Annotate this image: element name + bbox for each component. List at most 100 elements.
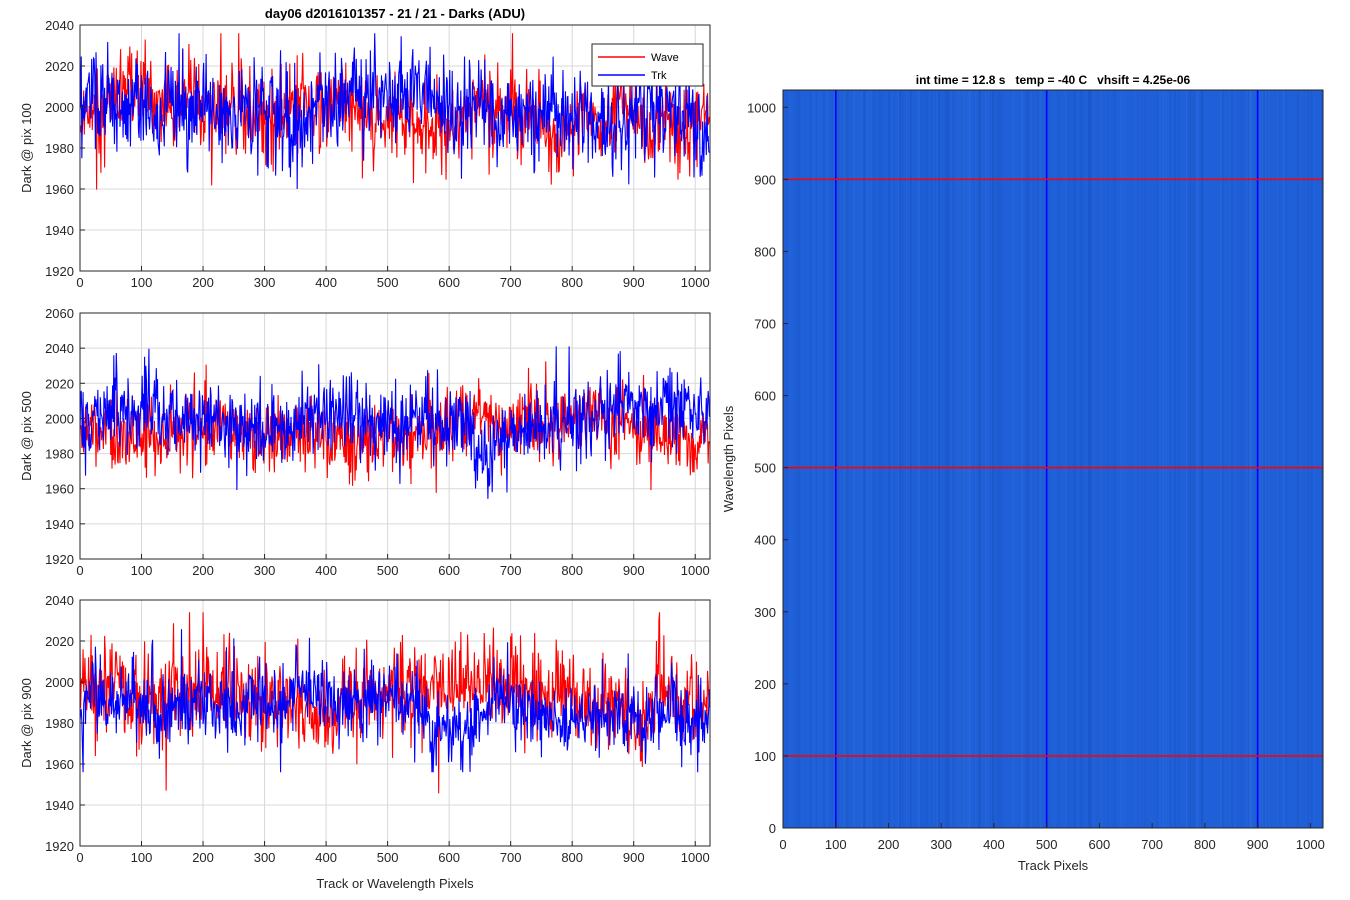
heatmap-streak — [943, 90, 946, 828]
heatmap-streak — [946, 90, 949, 828]
series-line-trk — [80, 33, 710, 190]
heatmap-streak — [988, 90, 991, 828]
heatmap-streak — [1267, 90, 1270, 828]
heatmap-streak — [1306, 90, 1307, 828]
heatmap-streak — [1190, 90, 1192, 828]
heatmap-streak — [910, 90, 912, 828]
heatmap-streak — [977, 90, 980, 828]
heatmap-streak — [910, 90, 912, 828]
heatmap-streak — [1265, 90, 1267, 828]
legend: Wave Trk — [591, 43, 704, 87]
heatmap-streak — [1248, 90, 1252, 828]
heatmap-y-tick-label: 400 — [754, 533, 776, 548]
heatmap-streak — [790, 90, 792, 828]
heatmap-streak — [1031, 90, 1034, 828]
x-tick-label: 600 — [438, 563, 460, 578]
heatmap-streak — [1297, 90, 1300, 828]
heatmap-streak — [1170, 90, 1172, 828]
legend-box — [591, 43, 704, 87]
y-tick-label: 2020 — [45, 376, 74, 391]
y-ticks-2: 1920 1940 1960 1980 2000 2020 2040 2060 — [45, 306, 85, 567]
heatmap-streak — [879, 90, 881, 828]
heatmap-streak — [1054, 90, 1056, 828]
heatmap-streak — [1142, 90, 1144, 828]
heatmap-streak — [823, 90, 826, 828]
heatmap-streak — [1307, 90, 1309, 828]
heatmap-streak — [974, 90, 976, 828]
x-tick-label: 900 — [623, 275, 645, 290]
y-ticks-3: 1920 1940 1960 1980 2000 2020 2040 — [45, 593, 85, 854]
heatmap-streak — [952, 90, 953, 828]
heatmap-streak — [971, 90, 973, 828]
heatmap-streak — [1117, 90, 1119, 828]
heatmap-streak — [1195, 90, 1198, 828]
heatmap-streak — [1296, 90, 1298, 828]
heatmap-streak — [1190, 90, 1192, 828]
figure-title: day06 d2016101357 - 21 / 21 - Darks (ADU… — [265, 6, 525, 21]
x-tick-label: 100 — [131, 563, 153, 578]
heatmap-streak — [939, 90, 941, 828]
heatmap-x-axis-label: Track Pixels — [1018, 858, 1089, 873]
heatmap-streak — [1087, 90, 1090, 828]
heatmap-streak — [925, 90, 927, 828]
y-ticks-1: 1920 1940 1960 1980 2000 2020 2040 — [45, 18, 85, 279]
heatmap-streak — [860, 90, 863, 828]
x-tick-label: 200 — [192, 275, 214, 290]
heatmap-streak — [1037, 90, 1040, 828]
heatmap-streak — [953, 90, 955, 828]
heatmap-streak — [984, 90, 986, 828]
heatmap-streak — [845, 90, 848, 828]
heatmap-streak — [1267, 90, 1270, 828]
heatmap-streak — [1174, 90, 1176, 828]
heatmap-streak — [1064, 90, 1066, 828]
heatmap-vertical-markers — [834, 90, 1259, 828]
x-tick-label: 400 — [315, 563, 337, 578]
heatmap-streak — [1201, 90, 1203, 828]
heatmap-streak — [1089, 90, 1091, 828]
heatmap-streak — [1281, 90, 1282, 828]
heatmap-streak — [899, 90, 901, 828]
x-tick-label: 1000 — [681, 850, 710, 865]
heatmap-streak — [787, 90, 790, 828]
heatmap-streak — [1090, 90, 1092, 828]
heatmap-streak — [1037, 90, 1039, 828]
x-tick-label: 800 — [561, 275, 583, 290]
series-line-trk — [80, 346, 710, 499]
heatmap-streak — [945, 90, 948, 828]
heatmap-x-tick-label: 300 — [930, 837, 952, 852]
x-tick-label: 800 — [561, 850, 583, 865]
heatmap-streak — [1285, 90, 1287, 828]
heatmap-streak — [949, 90, 951, 828]
series-trk-2 — [80, 346, 710, 499]
heatmap-streak — [1193, 90, 1195, 828]
heatmap-streak — [878, 90, 881, 828]
heatmap-streak — [812, 90, 815, 828]
heatmap-streak — [1084, 90, 1086, 828]
x-tick-label: 600 — [438, 850, 460, 865]
y-tick-label: 1920 — [45, 839, 74, 854]
heatmap-streak — [891, 90, 894, 828]
heatmap-streak — [1265, 90, 1266, 828]
heatmap-streak — [844, 90, 847, 828]
x-tick-label: 700 — [500, 275, 522, 290]
heatmap-x-tick-label: 100 — [825, 837, 847, 852]
heatmap-streak — [1031, 90, 1033, 828]
heatmap-streak — [1048, 90, 1050, 828]
heatmap-streak — [795, 90, 797, 828]
y-tick-label: 2040 — [45, 593, 74, 608]
heatmap-streak — [1100, 90, 1103, 828]
heatmap-streak — [967, 90, 968, 828]
heatmap-streak — [1103, 90, 1104, 828]
heatmap-streak — [1251, 90, 1254, 828]
heatmap-streak — [1197, 90, 1199, 828]
heatmap-streak — [882, 90, 884, 828]
heatmap-streak — [1190, 90, 1192, 828]
heatmap-streak — [969, 90, 971, 828]
x-tick-label: 900 — [623, 563, 645, 578]
heatmap-x-tick-label: 400 — [983, 837, 1005, 852]
heatmap-streak — [977, 90, 979, 828]
heatmap-streak — [1064, 90, 1067, 828]
heatmap-streak — [1159, 90, 1161, 828]
heatmap-streak — [1277, 90, 1279, 828]
x-tick-label: 300 — [254, 275, 276, 290]
